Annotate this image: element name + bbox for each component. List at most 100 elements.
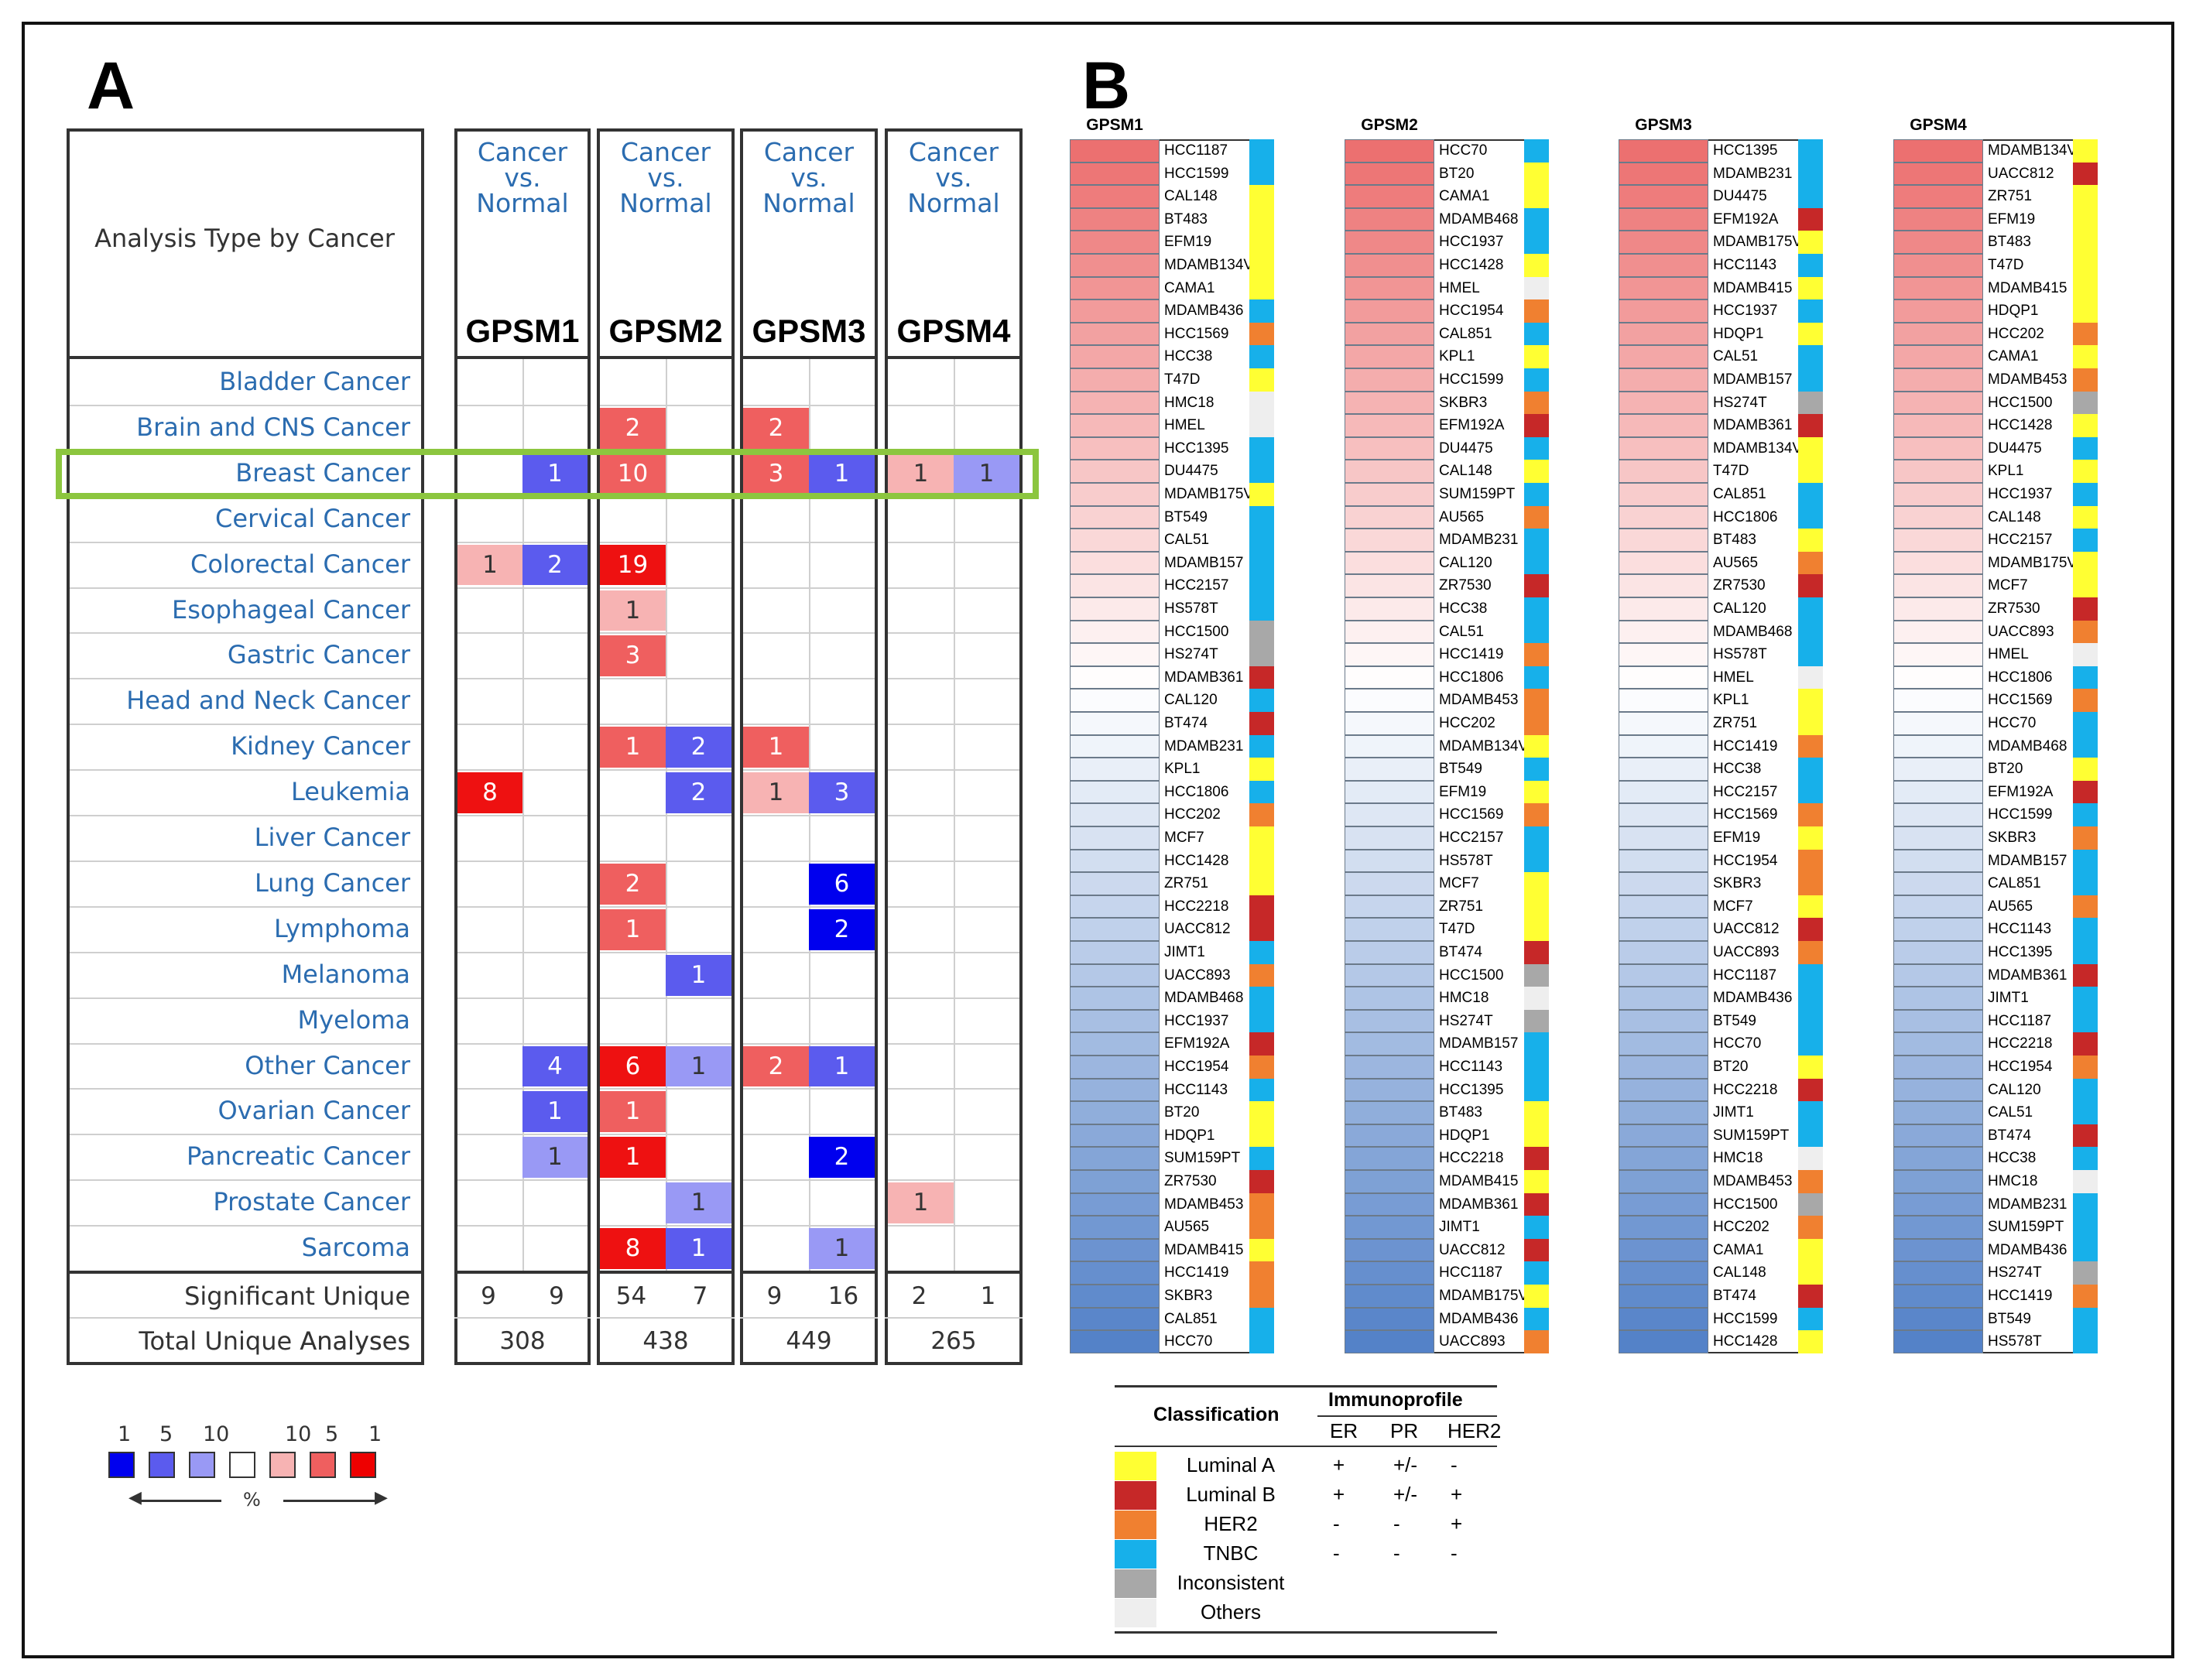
cancer-vs-normal-text: Normal [907,188,1000,218]
significant-count: 2 [911,1282,927,1310]
heatmap-cell [1619,826,1708,850]
class-bar-segment [1798,551,1823,575]
total-label: Total Unique Analyses [139,1326,410,1356]
row-line [600,951,731,953]
heatmap-cell [1345,620,1434,644]
class-bar-segment [2073,276,2098,300]
heatmap-cell [1619,1307,1708,1331]
class-bar-segment [2073,139,2098,163]
class-bar-segment [1249,963,1274,987]
significant-count: 9 [481,1282,496,1310]
heatmap-cell [1070,895,1160,919]
heatmap-cell [1070,1216,1160,1239]
class-bar-segment [2073,620,2098,644]
row-line [743,632,875,635]
class-bar-segment [1524,1032,1549,1056]
cell-line-label: ZR751 [1439,898,1484,915]
class-bar-segment [1798,574,1823,597]
cell-line-label: BT549 [1439,761,1482,778]
cell-line-label: AU565 [1439,508,1485,525]
row-line [743,404,875,406]
heatmap-cell [1345,665,1434,689]
heatmap-cell [1619,299,1708,323]
expression-cell: 1 [809,1228,875,1269]
class-bar-segment [1249,1285,1274,1308]
cell-line-label: CAL51 [1439,623,1485,640]
cancer-vs-normal-text: Cancer [620,137,711,167]
class-bar-segment [1249,1078,1274,1102]
row-line [457,678,588,680]
class-bar-segment [1798,758,1823,781]
cell-line-label: DU4475 [1988,440,2042,457]
class-bar-segment [1798,1170,1823,1193]
class-bar-segment [1524,574,1549,597]
total-count: 308 [499,1327,546,1355]
expression-cell: 2 [600,863,666,905]
key-percentile-number: 10 [203,1422,230,1446]
heatmap-cell [1619,918,1708,941]
heatmap-cell [1893,368,1983,392]
cell-line-label: CAL148 [1988,508,2041,525]
class-bar-segment [1798,1009,1823,1033]
heatmap-cell [1619,734,1708,758]
row-line [743,815,875,816]
row-line [888,541,1019,543]
class-bar-segment [1798,1124,1823,1148]
heatmap-cell [1893,712,1983,735]
heatmap-cell [1345,1124,1434,1148]
panel-b-label: B [1082,49,1131,123]
gene-header-box [885,128,1023,359]
heatmap-cell [1619,758,1708,781]
cell-line-label: CAMA1 [1439,188,1490,205]
class-bar-segment [2073,322,2098,346]
cancer-type-label: Cervical Cancer [215,503,410,533]
row-line [888,678,1019,680]
class-bar-segment [1249,849,1274,873]
heatmap-cell [1619,712,1708,735]
class-bar-segment [1249,895,1274,919]
cell-line-label: MDAMB453 [1988,371,2068,388]
class-bar-segment [1249,185,1274,208]
row-line [600,404,731,406]
cancer-type-label: Lymphoma [274,913,410,943]
legend-immuno-value: - [1333,1512,1340,1535]
heatmap-cell [1070,1238,1160,1262]
heatmap-title: GPSM1 [1086,116,1143,134]
legend-class-name: Inconsistent [1177,1571,1285,1594]
cell-line-label: HCC1937 [1713,303,1778,320]
expression-cell: 8 [600,1228,666,1269]
heatmap-cell [1893,391,1983,415]
cancer-vs-normal-text: Normal [619,188,712,218]
heatmap-cell [1070,254,1160,277]
heatmap-cell [1893,987,1983,1010]
cell-line-label: HCC2218 [1713,1081,1778,1098]
cell-line-label: HCC1428 [1713,1333,1778,1350]
footer-divider [597,1317,735,1319]
row-line [600,1088,731,1090]
row-line [600,724,731,726]
heatmap-cell [1070,849,1160,873]
significant-count: 9 [766,1282,783,1310]
class-bar-segment [1524,1009,1549,1033]
class-bar-segment [1798,391,1823,415]
cell-line-label: CAL120 [1988,1081,2041,1098]
class-bar-segment [1249,1216,1274,1239]
heatmap-cell [1619,803,1708,826]
cell-line-label: HMC18 [1713,1150,1763,1167]
heatmap-cell [1070,460,1160,483]
class-bar-segment [1249,207,1274,231]
class-bar-segment [1798,254,1823,277]
cell-line-label: HCC1187 [1988,1012,2052,1029]
class-bar-segment [1798,643,1823,666]
heatmap-cell [1345,1078,1434,1102]
cell-line-label: HCC1599 [1164,165,1229,182]
heatmap-cell [1893,299,1983,323]
heatmap-cell [1070,1261,1160,1285]
cell-line-label: HCC2218 [1988,1035,2053,1052]
key-arrow-right [283,1500,381,1502]
class-bar-segment [1249,1261,1274,1285]
class-bar-segment [2073,1330,2098,1353]
heatmap-cell [1070,758,1160,781]
class-bar-segment [1524,299,1549,323]
heatmap-cell [1070,941,1160,964]
